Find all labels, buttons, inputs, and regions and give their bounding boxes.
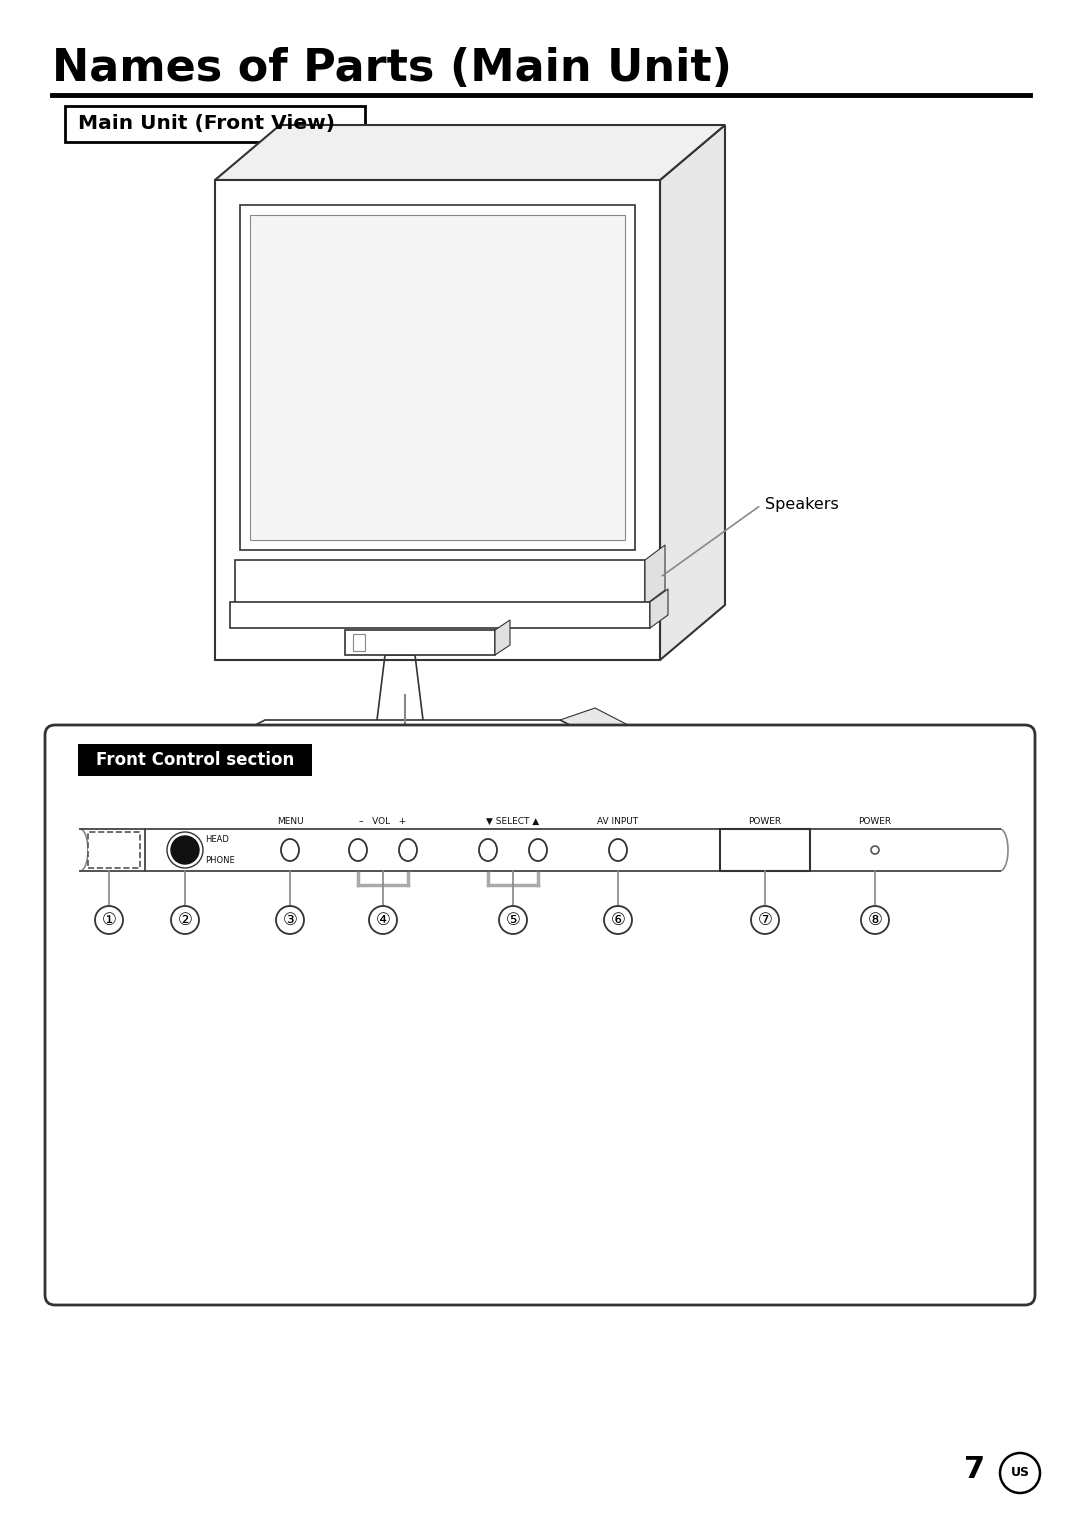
Text: ①: ① <box>102 910 117 929</box>
Text: ⑥: ⑥ <box>610 910 625 929</box>
Text: ⑧  POWER indicator: ⑧ POWER indicator <box>540 1033 700 1048</box>
Circle shape <box>276 906 303 933</box>
Polygon shape <box>561 708 630 738</box>
Text: POWER: POWER <box>748 817 782 826</box>
Circle shape <box>171 837 199 864</box>
Text: ①  Remote sensor window: ① Remote sensor window <box>87 955 298 970</box>
Circle shape <box>604 906 632 933</box>
Text: –   VOL   +: – VOL + <box>360 817 407 826</box>
Text: *  MENU button, VOL (+)/(–) buttons, SELECT buttons and AV INPUT button have the: * MENU button, VOL (+)/(–) buttons, SELE… <box>87 1079 747 1094</box>
Ellipse shape <box>609 840 627 861</box>
Text: US: US <box>1011 1466 1029 1480</box>
FancyBboxPatch shape <box>78 744 312 777</box>
Text: POWER: POWER <box>859 817 892 826</box>
FancyBboxPatch shape <box>65 106 365 143</box>
Polygon shape <box>230 738 595 755</box>
Polygon shape <box>645 545 665 605</box>
Circle shape <box>1000 1454 1040 1494</box>
Text: Front Control section: Front Control section <box>96 751 294 769</box>
Text: ⑤: ⑤ <box>505 910 521 929</box>
Text: ②: ② <box>177 910 192 929</box>
Text: This manual describes button functions by referring to the buttons on the remote: This manual describes button functions b… <box>87 1121 765 1136</box>
Text: 7: 7 <box>963 1455 985 1484</box>
Circle shape <box>369 906 397 933</box>
FancyBboxPatch shape <box>45 725 1035 1305</box>
Text: ▼ SELECT ▲: ▼ SELECT ▲ <box>486 817 540 826</box>
Circle shape <box>861 906 889 933</box>
Polygon shape <box>495 620 510 655</box>
Polygon shape <box>230 720 595 738</box>
Polygon shape <box>235 560 645 605</box>
Text: ⑧: ⑧ <box>867 910 882 929</box>
Polygon shape <box>650 589 669 628</box>
Circle shape <box>499 906 527 933</box>
Ellipse shape <box>480 840 497 861</box>
Text: ⑤  SELECT buttons: ⑤ SELECT buttons <box>540 955 691 970</box>
Text: function as those on the remote control.: function as those on the remote control. <box>87 1101 402 1114</box>
Polygon shape <box>249 215 625 540</box>
Circle shape <box>870 846 879 853</box>
Polygon shape <box>240 206 635 550</box>
FancyBboxPatch shape <box>87 832 140 867</box>
Text: AV INPUT: AV INPUT <box>597 817 638 826</box>
Text: ④: ④ <box>376 910 391 929</box>
Text: PHONE: PHONE <box>205 857 234 866</box>
Text: ③: ③ <box>283 910 297 929</box>
Text: MENU: MENU <box>276 817 303 826</box>
Circle shape <box>95 906 123 933</box>
Text: Speakers: Speakers <box>765 497 839 513</box>
Text: HEAD: HEAD <box>205 835 229 844</box>
Text: ③  MENU button: ③ MENU button <box>87 1007 217 1022</box>
Text: ④  VOL (+)/(–) buttons: ④ VOL (+)/(–) buttons <box>87 1033 267 1048</box>
Text: ②  HEAD PHONE jack: ② HEAD PHONE jack <box>87 981 257 996</box>
Circle shape <box>171 906 199 933</box>
Ellipse shape <box>529 840 546 861</box>
Polygon shape <box>230 602 650 628</box>
Polygon shape <box>345 629 495 655</box>
Polygon shape <box>660 124 725 660</box>
Text: Names of Parts (Main Unit): Names of Parts (Main Unit) <box>52 48 732 91</box>
Text: Main Unit (Front View): Main Unit (Front View) <box>78 115 335 134</box>
Text: ⑦  POWER switch: ⑦ POWER switch <box>540 1007 680 1022</box>
Polygon shape <box>215 124 725 180</box>
Text: ⑥  AV INPUT button: ⑥ AV INPUT button <box>540 981 697 996</box>
Ellipse shape <box>281 840 299 861</box>
Ellipse shape <box>399 840 417 861</box>
Text: ⑦: ⑦ <box>757 910 772 929</box>
Circle shape <box>751 906 779 933</box>
Polygon shape <box>215 180 660 660</box>
FancyBboxPatch shape <box>720 829 810 870</box>
Ellipse shape <box>349 840 367 861</box>
